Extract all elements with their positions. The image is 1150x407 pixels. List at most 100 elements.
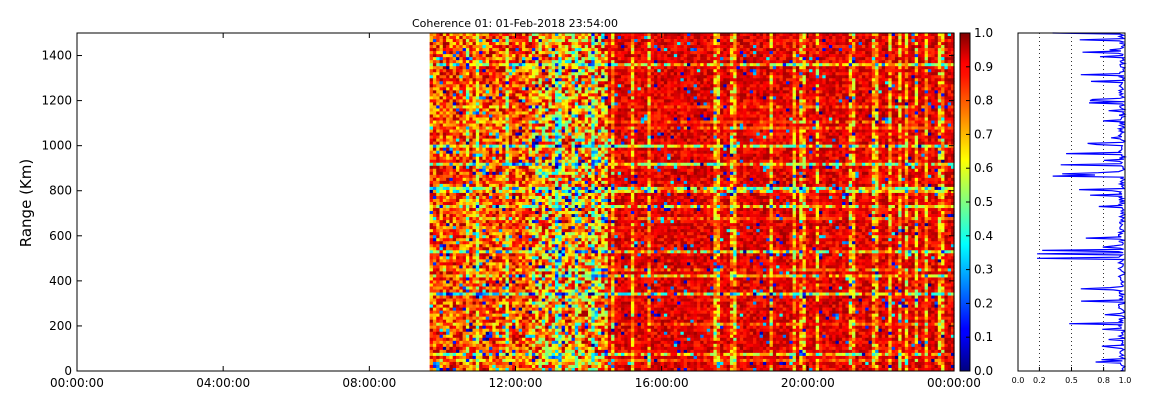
heatmap-cell xyxy=(838,111,843,115)
heatmap-cell xyxy=(469,39,473,43)
heatmap-cell xyxy=(921,117,925,121)
heatmap-cell xyxy=(591,111,595,115)
heatmap-cell xyxy=(456,90,460,94)
heatmap-cell xyxy=(822,33,826,37)
heatmap-cell xyxy=(489,39,493,43)
heatmap-cell xyxy=(875,78,879,82)
heatmap-cell xyxy=(485,66,490,70)
heatmap-cell xyxy=(522,96,526,100)
heatmap-cell xyxy=(446,87,450,91)
heatmap-cell xyxy=(644,120,648,124)
heatmap-cell xyxy=(465,36,470,40)
heatmap-cell xyxy=(429,108,434,112)
heatmap-cell xyxy=(766,84,770,88)
heatmap-cell xyxy=(762,72,767,76)
heatmap-cell xyxy=(611,57,615,61)
heatmap-cell xyxy=(865,39,869,43)
heatmap-cell xyxy=(436,69,440,73)
heatmap-cell xyxy=(624,105,628,109)
heatmap-cell xyxy=(462,96,467,100)
heatmap-cell xyxy=(687,54,691,58)
heatmap-cell xyxy=(597,81,602,85)
heatmap-cell xyxy=(541,84,546,88)
heatmap-cell xyxy=(739,108,744,112)
heatmap-cell xyxy=(502,60,506,64)
heatmap-cell xyxy=(729,111,734,115)
heatmap-cell xyxy=(611,51,615,55)
heatmap-cell xyxy=(640,60,645,64)
heatmap-cell xyxy=(607,99,612,103)
heatmap-cell xyxy=(535,99,539,103)
heatmap-cell xyxy=(489,120,493,124)
heatmap-cell xyxy=(805,108,810,112)
heatmap-cell xyxy=(835,120,840,124)
heatmap-cell xyxy=(660,60,665,64)
heatmap-cell xyxy=(710,51,714,55)
heatmap-cell xyxy=(578,117,582,121)
heatmap-cell xyxy=(815,60,820,64)
heatmap-cell xyxy=(452,111,457,115)
heatmap-cell xyxy=(736,105,741,109)
heatmap-cell xyxy=(522,75,526,79)
heatmap-cell xyxy=(815,39,820,43)
heatmap-cell xyxy=(723,75,727,79)
heatmap-cell xyxy=(630,117,635,121)
heatmap-cell xyxy=(911,75,916,79)
heatmap-cell xyxy=(456,117,460,121)
heatmap-cell xyxy=(769,36,774,40)
heatmap-cell xyxy=(465,114,470,118)
heatmap-cell xyxy=(528,105,533,109)
heatmap-cell xyxy=(720,63,724,67)
heatmap-cell xyxy=(479,48,483,52)
heatmap-cell xyxy=(723,123,727,127)
heatmap-cell xyxy=(901,87,906,91)
heatmap-cell xyxy=(819,123,823,127)
heatmap-cell xyxy=(657,96,661,100)
heatmap-cell xyxy=(531,99,536,103)
heatmap-cell xyxy=(743,42,747,46)
heatmap-cell xyxy=(558,90,562,94)
heatmap-cell xyxy=(693,57,698,61)
heatmap-cell xyxy=(921,114,925,118)
heatmap-cell xyxy=(693,117,698,121)
heatmap-cell xyxy=(756,111,760,115)
heatmap-cell xyxy=(924,81,929,85)
heatmap-cell xyxy=(825,60,830,64)
heatmap-cell xyxy=(512,63,516,67)
heatmap-cell xyxy=(611,42,615,46)
heatmap-cell xyxy=(482,81,487,85)
heatmap-cell xyxy=(904,111,909,115)
heatmap-cell xyxy=(713,84,718,88)
heatmap-cell xyxy=(561,60,566,64)
heatmap-cell xyxy=(809,102,813,106)
heatmap-cell xyxy=(776,93,780,97)
heatmap-cell xyxy=(871,81,876,85)
heatmap-cell xyxy=(858,120,863,124)
heatmap-cell xyxy=(848,60,853,64)
heatmap-cell xyxy=(436,33,440,37)
heatmap-cell xyxy=(700,102,704,106)
heatmap-cell xyxy=(772,123,777,127)
heatmap-cell xyxy=(459,63,463,67)
heatmap-cell xyxy=(660,78,665,82)
heatmap-cell xyxy=(703,111,708,115)
heatmap-cell xyxy=(535,51,539,55)
heatmap-cell xyxy=(498,120,503,124)
heatmap-cell xyxy=(624,39,628,43)
heatmap-cell xyxy=(492,93,496,97)
heatmap-cell xyxy=(531,96,536,100)
heatmap-cell xyxy=(462,42,467,46)
heatmap-cell xyxy=(842,105,846,109)
heatmap-cell xyxy=(769,96,774,100)
heatmap-cell xyxy=(687,99,691,103)
heatmap-cell xyxy=(776,48,780,52)
heatmap-cell xyxy=(716,93,721,97)
heatmap-cell xyxy=(551,45,556,49)
heatmap-cell xyxy=(914,45,919,49)
heatmap-cell xyxy=(799,54,803,58)
heatmap-cell xyxy=(706,81,711,85)
heatmap-cell xyxy=(611,69,615,73)
heatmap-cell xyxy=(558,96,562,100)
heatmap-cell xyxy=(693,48,698,52)
heatmap-cell xyxy=(545,87,549,91)
